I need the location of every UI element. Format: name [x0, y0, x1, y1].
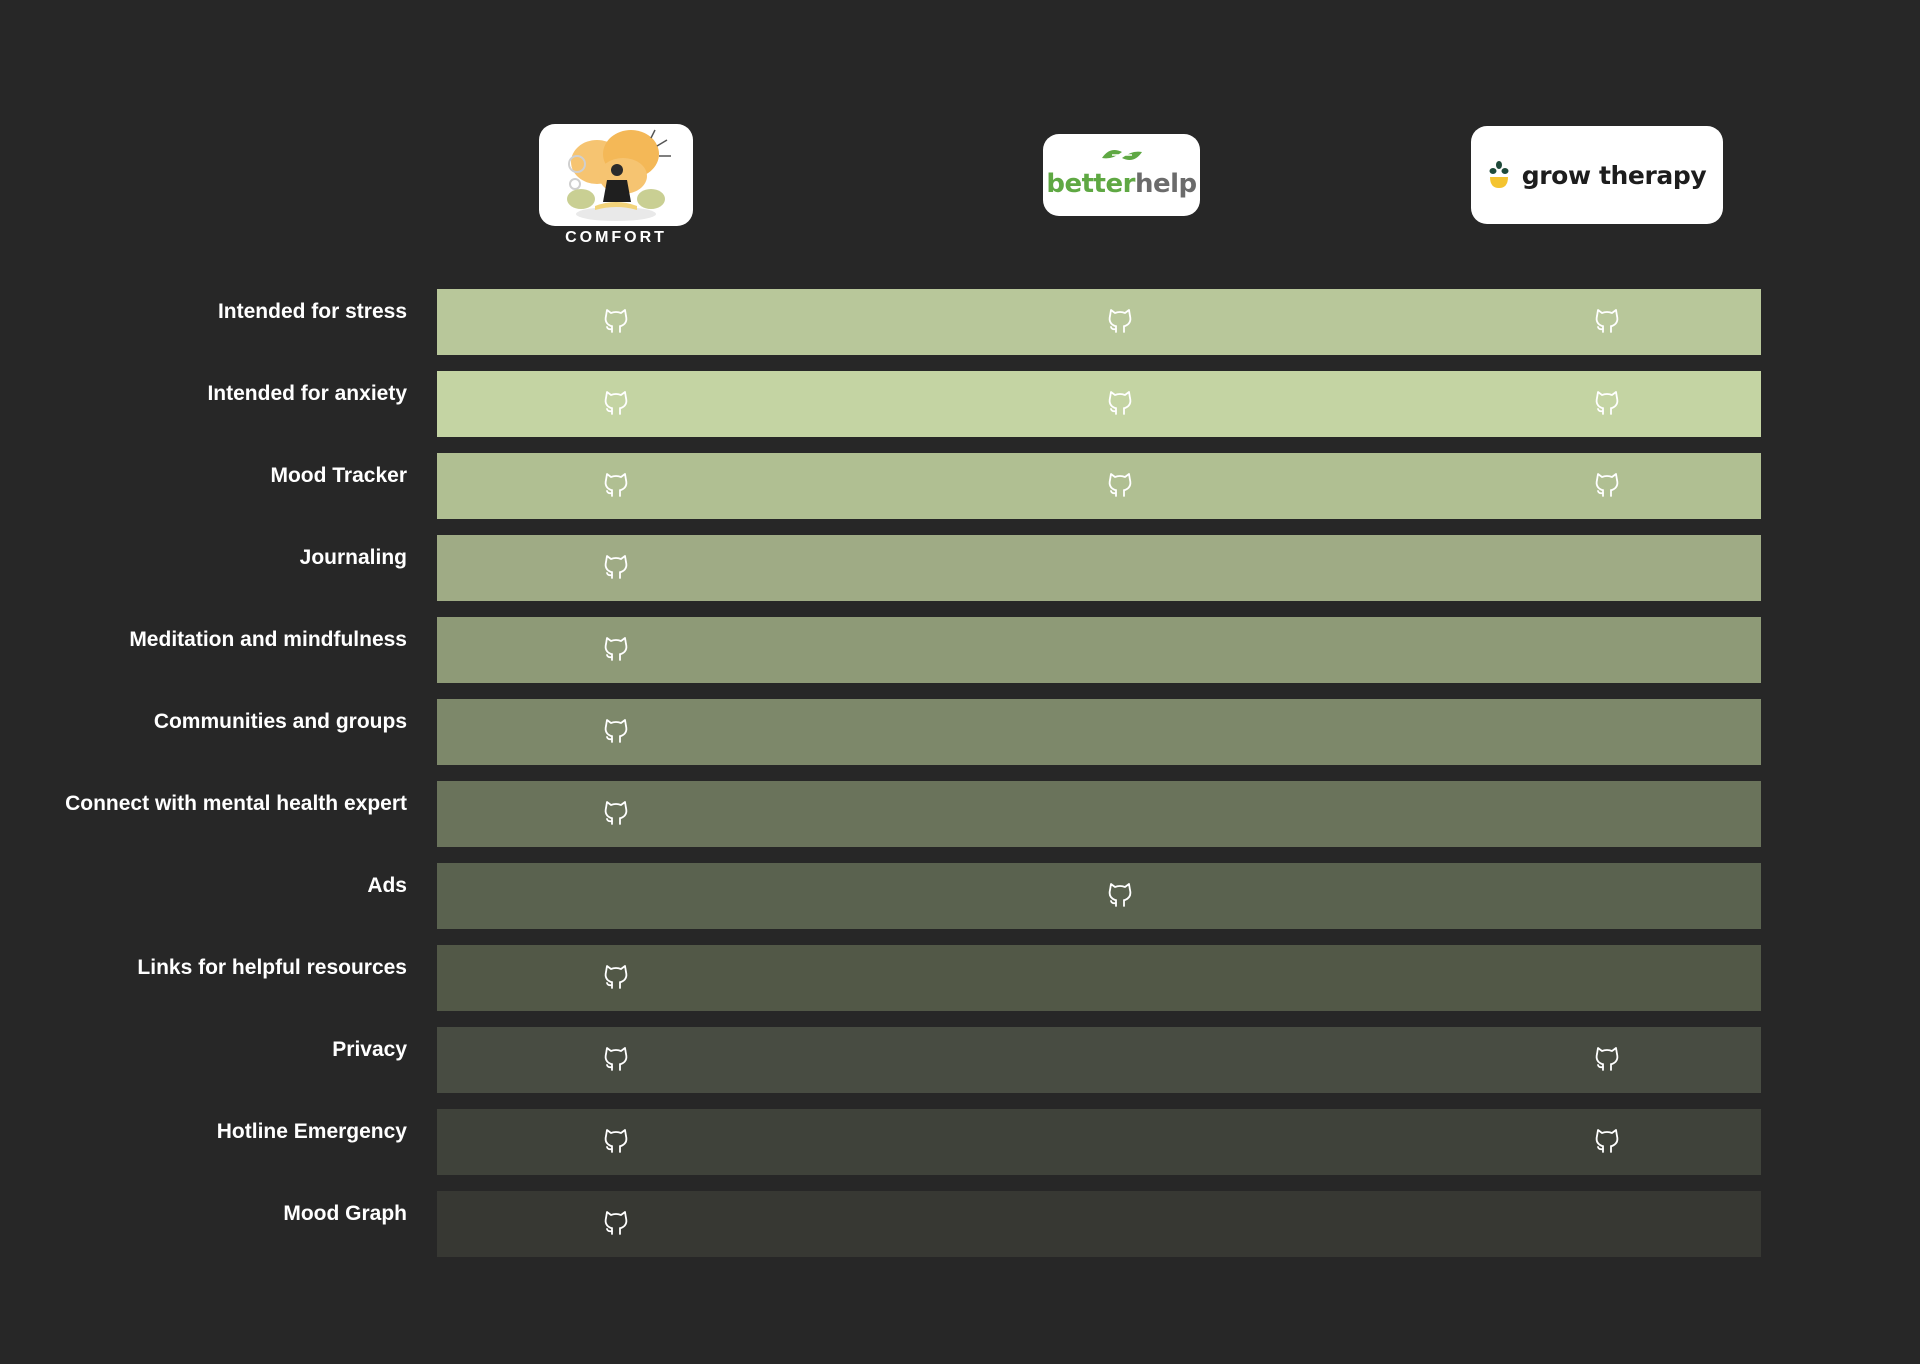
check-icon	[602, 797, 630, 827]
check-icon	[602, 633, 630, 663]
feature-row	[437, 699, 1761, 765]
feature-row	[437, 1109, 1761, 1175]
feature-row	[437, 945, 1761, 1011]
check-icon	[602, 1125, 630, 1155]
check-icon	[1106, 387, 1134, 417]
feature-label: Ads	[367, 874, 407, 897]
check-icon	[1106, 469, 1134, 499]
feature-label: Connect with mental health expert	[65, 792, 407, 815]
betterhelp-wordmark: betterhelp	[1046, 169, 1197, 199]
check-icon	[1593, 1043, 1621, 1073]
check-icon	[1593, 305, 1621, 335]
check-icon	[602, 961, 630, 991]
feature-label: Journaling	[299, 546, 407, 569]
feature-label: Intended for stress	[217, 300, 407, 323]
comfort-brand-name: COMFORT	[565, 229, 667, 246]
check-icon	[1593, 1125, 1621, 1155]
check-icon	[602, 1043, 630, 1073]
feature-row	[437, 289, 1761, 355]
feature-row	[437, 1027, 1761, 1093]
check-icon	[1593, 387, 1621, 417]
check-icon	[1593, 469, 1621, 499]
feature-row	[437, 371, 1761, 437]
comfort-logo	[539, 124, 693, 226]
betterhelp-wordmark-part1: better	[1046, 169, 1135, 199]
sprout-icon	[1489, 161, 1509, 188]
check-icon	[602, 551, 630, 581]
feature-label: Mood Tracker	[270, 464, 407, 487]
check-icon	[1106, 879, 1134, 909]
grow-therapy-wordmark: grow therapy	[1521, 160, 1707, 190]
feature-row	[437, 863, 1761, 929]
check-icon	[1106, 305, 1134, 335]
betterhelp-logo: betterhelp	[1043, 134, 1200, 216]
check-icon	[602, 715, 630, 745]
check-icon	[602, 1207, 630, 1237]
feature-label: Links for helpful resources	[137, 956, 407, 979]
leaf-icon	[1102, 150, 1142, 160]
check-icon	[602, 387, 630, 417]
feature-row	[437, 453, 1761, 519]
feature-row	[437, 535, 1761, 601]
feature-row	[437, 617, 1761, 683]
check-icon	[602, 469, 630, 499]
grow-therapy-logo: grow therapy	[1471, 126, 1723, 224]
meditation-illustration-icon	[567, 129, 671, 221]
feature-row	[437, 781, 1761, 847]
feature-label: Communities and groups	[153, 710, 407, 733]
feature-row	[437, 1191, 1761, 1257]
feature-label: Privacy	[332, 1038, 407, 1061]
feature-label: Meditation and mindfulness	[129, 628, 407, 651]
feature-label: Intended for anxiety	[207, 382, 407, 405]
betterhelp-wordmark-part2: help	[1134, 169, 1197, 199]
feature-label: Hotline Emergency	[216, 1120, 407, 1143]
feature-label: Mood Graph	[283, 1202, 407, 1225]
check-icon	[602, 305, 630, 335]
